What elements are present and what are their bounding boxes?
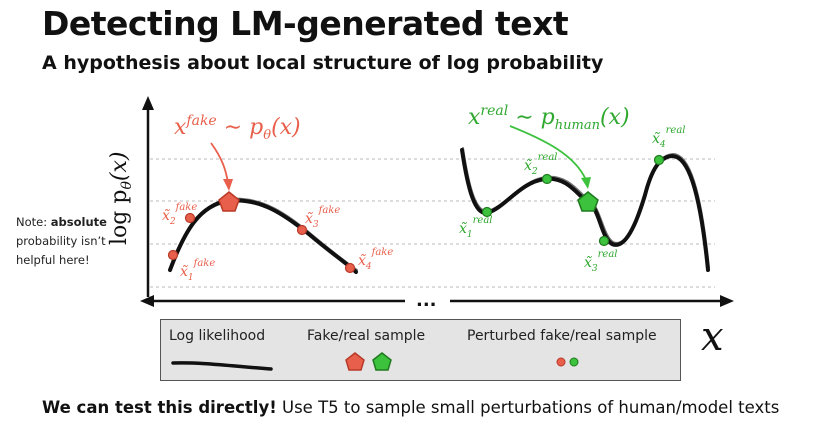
real-perturbed-label-2: x̃2real: [524, 152, 558, 177]
legend-real-dot: [569, 357, 579, 367]
x-axis-left-arrowhead: [140, 295, 154, 307]
note-prefix: Note:: [16, 215, 51, 229]
legend-box: Log likelihood Fake/real sample Perturbe…: [160, 319, 681, 381]
real-sample-pentagon: [577, 191, 599, 212]
fake-perturbed-label-1: x̃1fake: [180, 258, 215, 283]
legend-log-likelihood-label: Log likelihood: [169, 328, 266, 344]
fake-perturbed-dot: [167, 249, 179, 261]
page-title: Detecting LM-generated text: [42, 4, 569, 43]
note-bold: absolute: [50, 215, 107, 229]
fake-perturbed-label-3: x̃3fake: [305, 205, 340, 230]
legend-perturbed-label: Perturbed fake/real sample: [467, 328, 657, 344]
footer-text: We can test this directly! Use T5 to sam…: [42, 398, 779, 417]
fake-formula: xfake ∼ pθ(x): [174, 113, 301, 143]
gridlines: [150, 158, 715, 288]
fake-sample-pentagon: [218, 191, 240, 212]
real-arrow: [509, 125, 587, 181]
legend-sample-label: Fake/real sample: [307, 328, 426, 344]
legend-fake-pentagon: [345, 352, 365, 371]
y-axis-label: log pθ(x): [107, 152, 135, 245]
fake-arrowhead: [223, 179, 233, 191]
note-rest: probability isn’t helpful here!: [16, 234, 106, 267]
footer-rest: Use T5 to sample small perturbations of …: [276, 398, 780, 417]
real-perturbed-samples: [481, 154, 665, 247]
fake-perturbed-samples: [167, 212, 356, 274]
fake-perturbed-dot: [296, 224, 308, 236]
real-perturbed-dot: [598, 235, 610, 247]
x-axis-ellipsis: ...: [416, 290, 437, 311]
legend-real-pentagon: [372, 352, 392, 371]
legend-curve-glyph: [171, 361, 273, 371]
x-axis-label: 𝑥: [701, 314, 724, 360]
real-arrowhead: [581, 177, 591, 189]
fake-log-likelihood-curve: [168, 197, 358, 274]
real-perturbed-label-1: x̃1real: [459, 215, 493, 240]
fake-perturbed-dot: [184, 212, 196, 224]
legend-glyphs: [171, 352, 579, 371]
y-axis-arrowhead: [142, 96, 154, 110]
real-perturbed-label-3: x̃3real: [584, 249, 618, 274]
x-axis-right-arrowhead: [720, 295, 734, 307]
note-text: Note: absolute probability isn’t helpful…: [16, 213, 136, 270]
fake-perturbed-dot: [344, 262, 356, 274]
fake-perturbed-label-4: x̃4fake: [358, 247, 393, 272]
real-perturbed-dot: [541, 173, 553, 185]
real-perturbed-label-4: x̃4real: [652, 125, 686, 150]
real-log-likelihood-curve: [460, 147, 710, 272]
fake-arrow: [210, 142, 229, 184]
legend-fake-dot: [556, 357, 566, 367]
footer-bold: We can test this directly!: [42, 398, 277, 417]
page-subtitle: A hypothesis about local structure of lo…: [42, 52, 604, 74]
real-perturbed-dot: [653, 154, 665, 166]
real-formula: xreal ∼ phuman(x): [468, 103, 630, 133]
real-perturbed-dot: [481, 206, 493, 218]
